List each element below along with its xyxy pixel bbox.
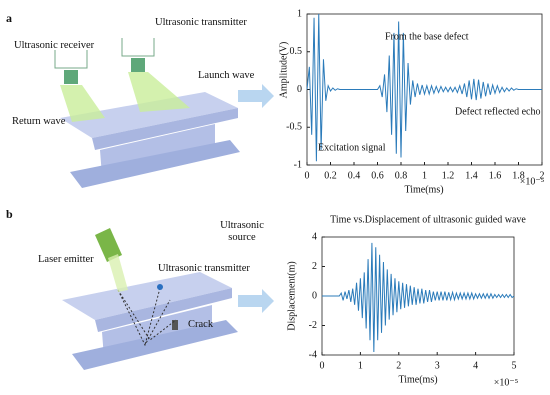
y-tick-label: 0.5: [290, 46, 303, 57]
x-tick-label: 2: [540, 170, 545, 181]
label: Ultrasonic transmitter: [158, 263, 250, 274]
annotation: From the base defect: [385, 31, 469, 42]
x-tick-label: 5: [512, 360, 517, 371]
label: Ultrasonic source: [220, 220, 264, 243]
y-tick-label: 4: [312, 231, 317, 242]
x-axis-label: Time(ms): [398, 374, 437, 385]
label: Laser emitter: [38, 254, 94, 265]
label: Crack: [188, 319, 214, 330]
arrow: [238, 289, 274, 313]
label: Return wave: [12, 116, 66, 127]
x-tick-label: 0: [320, 360, 325, 371]
rail-a: [60, 92, 240, 188]
x-tick-label: 1.2: [442, 170, 455, 181]
x-tick-label: 1.8: [512, 170, 525, 181]
x-tick-label: 0.6: [371, 170, 384, 181]
y-axis-label: Displacement(m): [286, 261, 297, 330]
chart-title: Time vs.Displacement of ultrasonic guide…: [330, 214, 526, 225]
y-tick-label: 0: [297, 84, 302, 95]
y-axis-label: Amplitude(V): [278, 42, 289, 99]
annotation: Defect reflected echo: [455, 106, 541, 117]
arrow: [238, 84, 274, 108]
x-tick-label: 0: [305, 170, 310, 181]
label: Ultrasonic receiver: [14, 40, 95, 51]
y-tick-label: -4: [309, 349, 317, 360]
x-tick-label: 1.4: [465, 170, 478, 181]
series-line: [306, 13, 542, 162]
y-tick-label: -1: [294, 159, 302, 170]
laser-b: [95, 228, 128, 292]
x-tick-label: 1: [358, 360, 363, 371]
x-tick-label: 0.2: [324, 170, 337, 181]
x-tick-label: 4: [473, 360, 478, 371]
plot-frame: [321, 236, 515, 356]
panel-label: a: [6, 11, 12, 25]
x-exponent: ×10⁻⁵: [520, 176, 544, 187]
panel-label: b: [6, 207, 13, 221]
label: Launch wave: [198, 70, 255, 81]
series-line: [322, 242, 515, 353]
x-tick-label: 0.4: [348, 170, 361, 181]
x-exponent: ×10⁻⁵: [494, 377, 518, 388]
x-tick-label: 3: [435, 360, 440, 371]
label: Ultrasonic transmitter: [155, 17, 247, 28]
y-tick-label: 2: [312, 261, 317, 272]
rail-b: [62, 272, 238, 370]
transducers-a: [54, 38, 190, 122]
x-tick-label: 1.6: [489, 170, 502, 181]
x-axis-label: Time(ms): [404, 184, 443, 195]
x-tick-label: 1: [422, 170, 427, 181]
y-tick-label: -0.5: [286, 122, 302, 133]
y-tick-label: 1: [297, 8, 302, 19]
x-tick-label: 2: [396, 360, 401, 371]
y-tick-label: -2: [309, 320, 317, 331]
y-tick-label: 0: [312, 290, 317, 301]
annotation: Excitation signal: [318, 142, 386, 153]
x-tick-label: 0.8: [395, 170, 408, 181]
